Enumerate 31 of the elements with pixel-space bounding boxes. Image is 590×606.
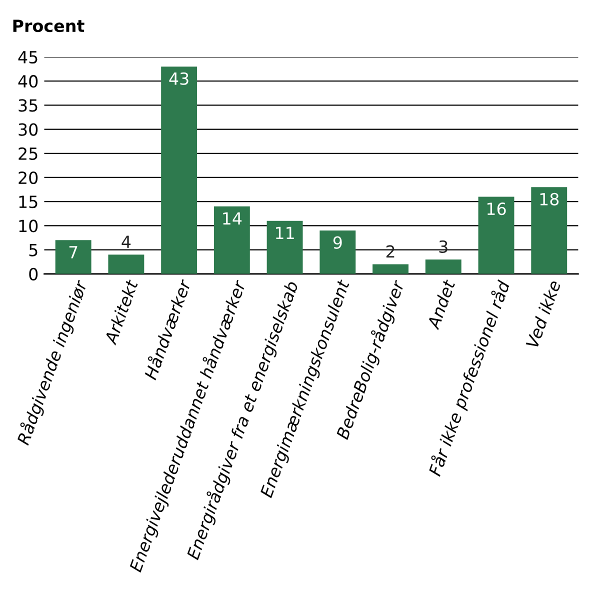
x-tick-label: Andet	[426, 278, 456, 330]
data-label: 16	[487, 202, 506, 216]
y-tick-label: 25	[18, 147, 38, 160]
data-label: 4	[122, 236, 131, 248]
y-tick-label: 45	[18, 51, 38, 64]
y-tick-label: 35	[18, 99, 38, 112]
bar	[531, 187, 568, 274]
bar	[425, 259, 462, 274]
y-axis-title: Procent	[13, 20, 84, 32]
data-label: 14	[223, 212, 242, 225]
data-label: 7	[69, 246, 78, 258]
y-tick-label: 10	[19, 220, 38, 232]
bar	[372, 264, 408, 274]
y-tick-label: 5	[29, 244, 38, 256]
data-label: 9	[333, 236, 342, 249]
data-label: 18	[540, 192, 559, 206]
x-tick-label: Ved ikke	[525, 279, 561, 348]
y-tick-label: 20	[18, 171, 38, 184]
bar	[266, 220, 303, 274]
y-tick-label: 0	[29, 268, 38, 280]
bar	[478, 196, 514, 274]
data-label: 11	[276, 226, 294, 239]
bar	[320, 230, 356, 274]
bar	[214, 206, 250, 274]
y-tick-label: 15	[19, 196, 38, 208]
bar	[108, 254, 144, 274]
bar	[161, 66, 198, 274]
y-tick-label: 40	[18, 75, 38, 88]
y-tick-label: 30	[18, 123, 38, 136]
data-label: 43	[169, 72, 188, 85]
bar	[55, 240, 92, 274]
